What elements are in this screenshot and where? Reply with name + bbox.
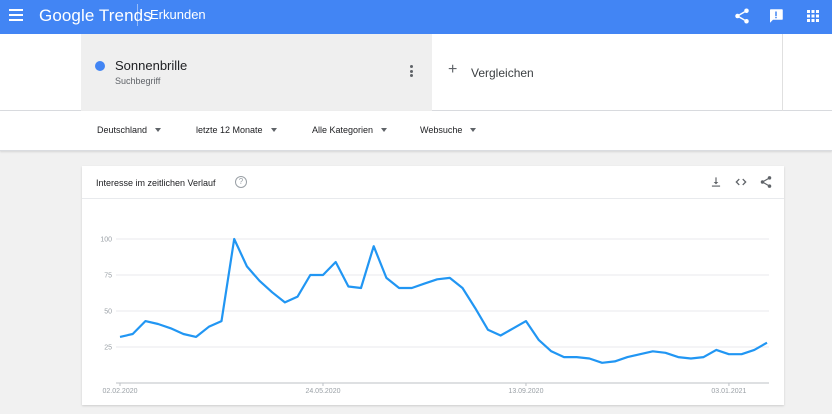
page-section-title: Erkunden <box>150 7 206 22</box>
more-options-icon[interactable] <box>410 65 414 77</box>
interest-line-chart: 25 50 75 100 02.02.2020 24.05.2020 13.09.2020 0… <box>100 237 770 395</box>
search-term-card[interactable]: Sonnenbrille Suchbegriff <box>81 34 432 111</box>
data-point[interactable] <box>765 340 770 345</box>
filter-category-label: Alle Kategorien <box>312 125 374 135</box>
data-point[interactable] <box>612 359 617 364</box>
data-point[interactable] <box>714 347 719 352</box>
filter-search-type-label: Websuche <box>420 125 463 135</box>
download-icon[interactable] <box>709 175 723 189</box>
data-point[interactable] <box>320 273 325 278</box>
y-tick-label: 50 <box>104 309 112 316</box>
x-tick-label: 24.05.2020 <box>305 388 340 395</box>
data-point[interactable] <box>143 319 148 324</box>
x-tick-label: 03.01.2021 <box>711 388 746 395</box>
filter-time-label: letzte 12 Monate <box>196 125 263 135</box>
app-header: Google Trends Erkunden <box>0 0 832 34</box>
data-point[interactable] <box>282 300 287 305</box>
x-tick-label: 02.02.2020 <box>102 388 137 395</box>
data-point[interactable] <box>498 333 503 338</box>
data-point[interactable] <box>536 337 541 342</box>
data-point[interactable] <box>485 327 490 332</box>
data-point[interactable] <box>397 285 402 290</box>
data-point[interactable] <box>194 334 199 339</box>
chevron-down-icon <box>155 128 162 132</box>
plus-icon: + <box>448 61 458 78</box>
search-term-bar: Sonnenbrille Suchbegriff + Vergleichen <box>0 34 832 111</box>
data-point[interactable] <box>587 356 592 361</box>
data-point[interactable] <box>346 284 351 289</box>
term-color-dot <box>95 61 105 71</box>
data-point[interactable] <box>156 321 161 326</box>
y-tick-label: 100 <box>100 237 112 244</box>
data-point[interactable] <box>574 355 579 360</box>
data-point[interactable] <box>232 237 237 242</box>
data-point[interactable] <box>371 244 376 249</box>
term-name: Sonnenbrille <box>115 58 188 73</box>
google-trends-logo[interactable]: Google Trends <box>39 6 152 25</box>
data-point[interactable] <box>752 347 757 352</box>
data-point[interactable] <box>168 326 173 331</box>
data-point[interactable] <box>511 326 516 331</box>
compare-button[interactable]: + Vergleichen <box>432 34 783 111</box>
data-point[interactable] <box>549 349 554 354</box>
data-point[interactable] <box>130 332 135 337</box>
chevron-down-icon <box>270 128 277 132</box>
term-type: Suchbegriff <box>115 76 161 86</box>
card-title: Interesse im zeitlichen Verlauf <box>96 178 216 188</box>
share-icon[interactable] <box>759 175 773 189</box>
data-point[interactable] <box>435 277 440 282</box>
filter-region-label: Deutschland <box>97 125 148 135</box>
data-point[interactable] <box>562 355 567 360</box>
header-divider <box>137 4 138 26</box>
data-point[interactable] <box>295 294 300 299</box>
data-point[interactable] <box>359 285 364 290</box>
data-point[interactable] <box>206 324 211 329</box>
data-point[interactable] <box>625 355 630 360</box>
data-point[interactable] <box>409 285 414 290</box>
series-line-sonnenbrille <box>119 237 768 364</box>
y-tick-label: 75 <box>104 273 112 280</box>
data-point[interactable] <box>384 275 389 280</box>
data-point[interactable] <box>638 352 643 357</box>
menu-icon[interactable] <box>9 9 23 21</box>
card-divider <box>82 198 784 199</box>
data-point[interactable] <box>701 355 706 360</box>
filter-bar: Deutschland letzte 12 Monate Alle Katego… <box>0 111 832 151</box>
apps-icon[interactable] <box>804 7 822 25</box>
data-point[interactable] <box>257 278 262 283</box>
filter-category-dropdown[interactable]: Alle Kategorien <box>312 125 388 135</box>
data-point[interactable] <box>244 264 249 269</box>
share-icon[interactable] <box>733 7 751 25</box>
help-icon[interactable]: ? <box>235 176 247 188</box>
data-point[interactable] <box>739 352 744 357</box>
interest-over-time-card: Interesse im zeitlichen Verlauf ? 25 50 75… <box>82 166 784 405</box>
data-point[interactable] <box>600 360 605 365</box>
compare-label: Vergleichen <box>471 66 534 80</box>
data-point[interactable] <box>523 319 528 324</box>
data-point[interactable] <box>726 352 731 357</box>
data-point[interactable] <box>270 290 275 295</box>
data-point[interactable] <box>650 349 655 354</box>
y-tick-label: 25 <box>104 345 112 352</box>
data-point[interactable] <box>118 334 123 339</box>
data-point[interactable] <box>676 355 681 360</box>
data-point[interactable] <box>308 273 313 278</box>
feedback-icon[interactable] <box>767 7 785 25</box>
data-point[interactable] <box>663 350 668 355</box>
embed-code-icon[interactable] <box>734 175 748 189</box>
filter-search-type-dropdown[interactable]: Websuche <box>420 125 477 135</box>
chevron-down-icon <box>381 128 388 132</box>
filter-region-dropdown[interactable]: Deutschland <box>97 125 162 135</box>
x-tick-label: 13.09.2020 <box>508 388 543 395</box>
data-point[interactable] <box>422 281 427 286</box>
data-point[interactable] <box>688 356 693 361</box>
data-point[interactable] <box>473 306 478 311</box>
data-point[interactable] <box>333 260 338 265</box>
data-point[interactable] <box>447 275 452 280</box>
data-point[interactable] <box>460 285 465 290</box>
chevron-down-icon <box>470 128 477 132</box>
data-point[interactable] <box>219 319 224 324</box>
filter-time-dropdown[interactable]: letzte 12 Monate <box>196 125 277 135</box>
data-point[interactable] <box>181 332 186 337</box>
